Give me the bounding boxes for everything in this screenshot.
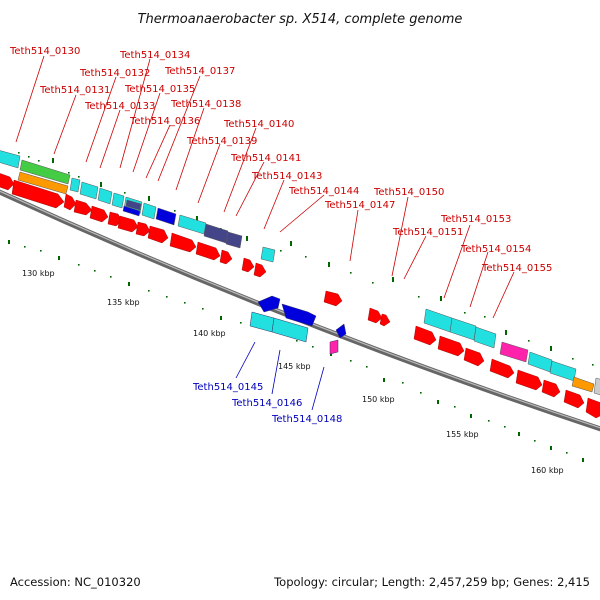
gene-label-0146[interactable]: Teth514_0146 xyxy=(231,398,302,409)
gene-label-0140[interactable]: Teth514_0140 xyxy=(223,119,294,130)
scale-label-155: 155 kbp xyxy=(446,430,479,439)
cds-arrow xyxy=(241,257,255,273)
cds-arrow xyxy=(89,205,109,223)
feature-block xyxy=(111,192,125,209)
gene-label-0154[interactable]: Teth514_0154 xyxy=(460,244,531,255)
feature-block xyxy=(19,159,71,185)
gene-label-0130[interactable]: Teth514_0130 xyxy=(9,46,80,57)
feature-block xyxy=(0,150,21,169)
scale-label-130: 130 kbp xyxy=(22,269,55,278)
cds-arrow xyxy=(11,179,65,209)
feature-track-inner xyxy=(249,295,347,355)
gene-label-0131[interactable]: Teth514_0131 xyxy=(39,85,110,96)
feature-block xyxy=(335,323,347,339)
scale-label-140: 140 kbp xyxy=(193,329,226,338)
gene-label-0148[interactable]: Teth514_0148 xyxy=(271,414,342,425)
reverse-gene-labels: Teth514_0145 Teth514_0146 Teth514_0148 xyxy=(192,382,342,425)
forward-gene-callouts xyxy=(15,55,515,319)
feature-block xyxy=(571,376,595,393)
feature-block xyxy=(125,199,142,211)
feature-block xyxy=(260,246,276,263)
gene-label-0137[interactable]: Teth514_0137 xyxy=(164,66,235,77)
gene-label-0147[interactable]: Teth514_0147 xyxy=(324,200,395,211)
cds-arrow xyxy=(0,173,15,191)
reverse-gene-callouts xyxy=(235,341,325,411)
cds-arrow xyxy=(323,290,343,307)
scale-label-160: 160 kbp xyxy=(531,466,564,475)
feature-block xyxy=(449,317,477,341)
gene-label-0151[interactable]: Teth514_0151 xyxy=(392,227,463,238)
cds-arrow xyxy=(463,347,485,367)
feature-block xyxy=(141,202,157,220)
feature-block xyxy=(593,377,600,396)
gene-label-0134[interactable]: Teth514_0134 xyxy=(119,50,190,61)
gene-label-0136[interactable]: Teth514_0136 xyxy=(129,116,200,127)
cds-arrow xyxy=(169,232,197,253)
feature-block xyxy=(423,308,453,333)
genome-summary-text: Topology: circular; Length: 2,457,259 bp… xyxy=(273,575,590,589)
gene-label-0155[interactable]: Teth514_0155 xyxy=(481,263,552,274)
cds-arrow xyxy=(541,379,561,398)
gene-label-0133[interactable]: Teth514_0133 xyxy=(84,101,155,112)
feature-block xyxy=(473,326,497,349)
map-title: Thermoanaerobacter sp. X514, complete ge… xyxy=(138,12,463,27)
feature-block xyxy=(271,317,309,343)
feature-block xyxy=(203,223,229,244)
cds-arrow xyxy=(219,249,233,265)
gene-label-0141[interactable]: Teth514_0141 xyxy=(230,153,301,164)
gene-label-0145[interactable]: Teth514_0145 xyxy=(192,382,263,393)
cds-arrow xyxy=(63,193,77,211)
feature-block xyxy=(155,207,177,226)
cds-arrow xyxy=(73,199,93,216)
feature-block xyxy=(122,205,141,217)
feature-block xyxy=(527,351,553,373)
cds-arrow xyxy=(515,369,543,391)
gene-label-0138[interactable]: Teth514_0138 xyxy=(170,99,241,110)
feature-block xyxy=(549,360,577,382)
cds-arrow xyxy=(367,307,383,324)
cds-arrow xyxy=(195,241,221,261)
feature-block xyxy=(281,303,317,327)
cds-arrow xyxy=(379,313,391,327)
feature-block xyxy=(499,341,529,363)
forward-gene-labels: Teth514_0130 Teth514_0131 Teth514_0132 T… xyxy=(9,46,552,274)
feature-block xyxy=(69,177,81,193)
scale-labels: 130 kbp 135 kbp 140 kbp 145 kbp 150 kbp … xyxy=(22,269,564,475)
cds-arrows-forward xyxy=(0,173,600,419)
cds-arrow xyxy=(147,225,169,244)
accession-text: Accession: NC_010320 xyxy=(10,575,141,589)
gene-label-0132[interactable]: Teth514_0132 xyxy=(79,68,150,79)
feature-block xyxy=(257,295,281,313)
cds-arrow xyxy=(585,397,600,419)
scale-ticks xyxy=(8,152,594,462)
feature-block xyxy=(79,181,99,200)
gene-label-0150[interactable]: Teth514_0150 xyxy=(373,187,444,198)
scale-label-150: 150 kbp xyxy=(362,395,395,404)
cds-arrow xyxy=(563,389,585,409)
feature-block xyxy=(249,311,275,333)
scale-label-145: 145 kbp xyxy=(278,362,311,371)
cds-arrow xyxy=(413,325,437,346)
scale-label-135: 135 kbp xyxy=(107,298,140,307)
gene-label-0144[interactable]: Teth514_0144 xyxy=(288,186,359,197)
feature-block xyxy=(329,339,339,355)
cds-arrow xyxy=(253,262,267,278)
gene-label-0135[interactable]: Teth514_0135 xyxy=(124,84,195,95)
cds-arrow xyxy=(135,221,151,237)
gene-label-0153[interactable]: Teth514_0153 xyxy=(440,214,511,225)
gene-label-0139[interactable]: Teth514_0139 xyxy=(186,136,257,147)
feature-block xyxy=(225,231,243,249)
feature-block xyxy=(177,214,207,235)
gene-label-0143[interactable]: Teth514_0143 xyxy=(251,171,322,182)
feature-track-outer xyxy=(0,150,600,396)
cds-arrow xyxy=(437,335,465,357)
cds-arrow xyxy=(117,215,139,233)
feature-block xyxy=(97,187,113,205)
cds-arrow xyxy=(489,358,515,379)
